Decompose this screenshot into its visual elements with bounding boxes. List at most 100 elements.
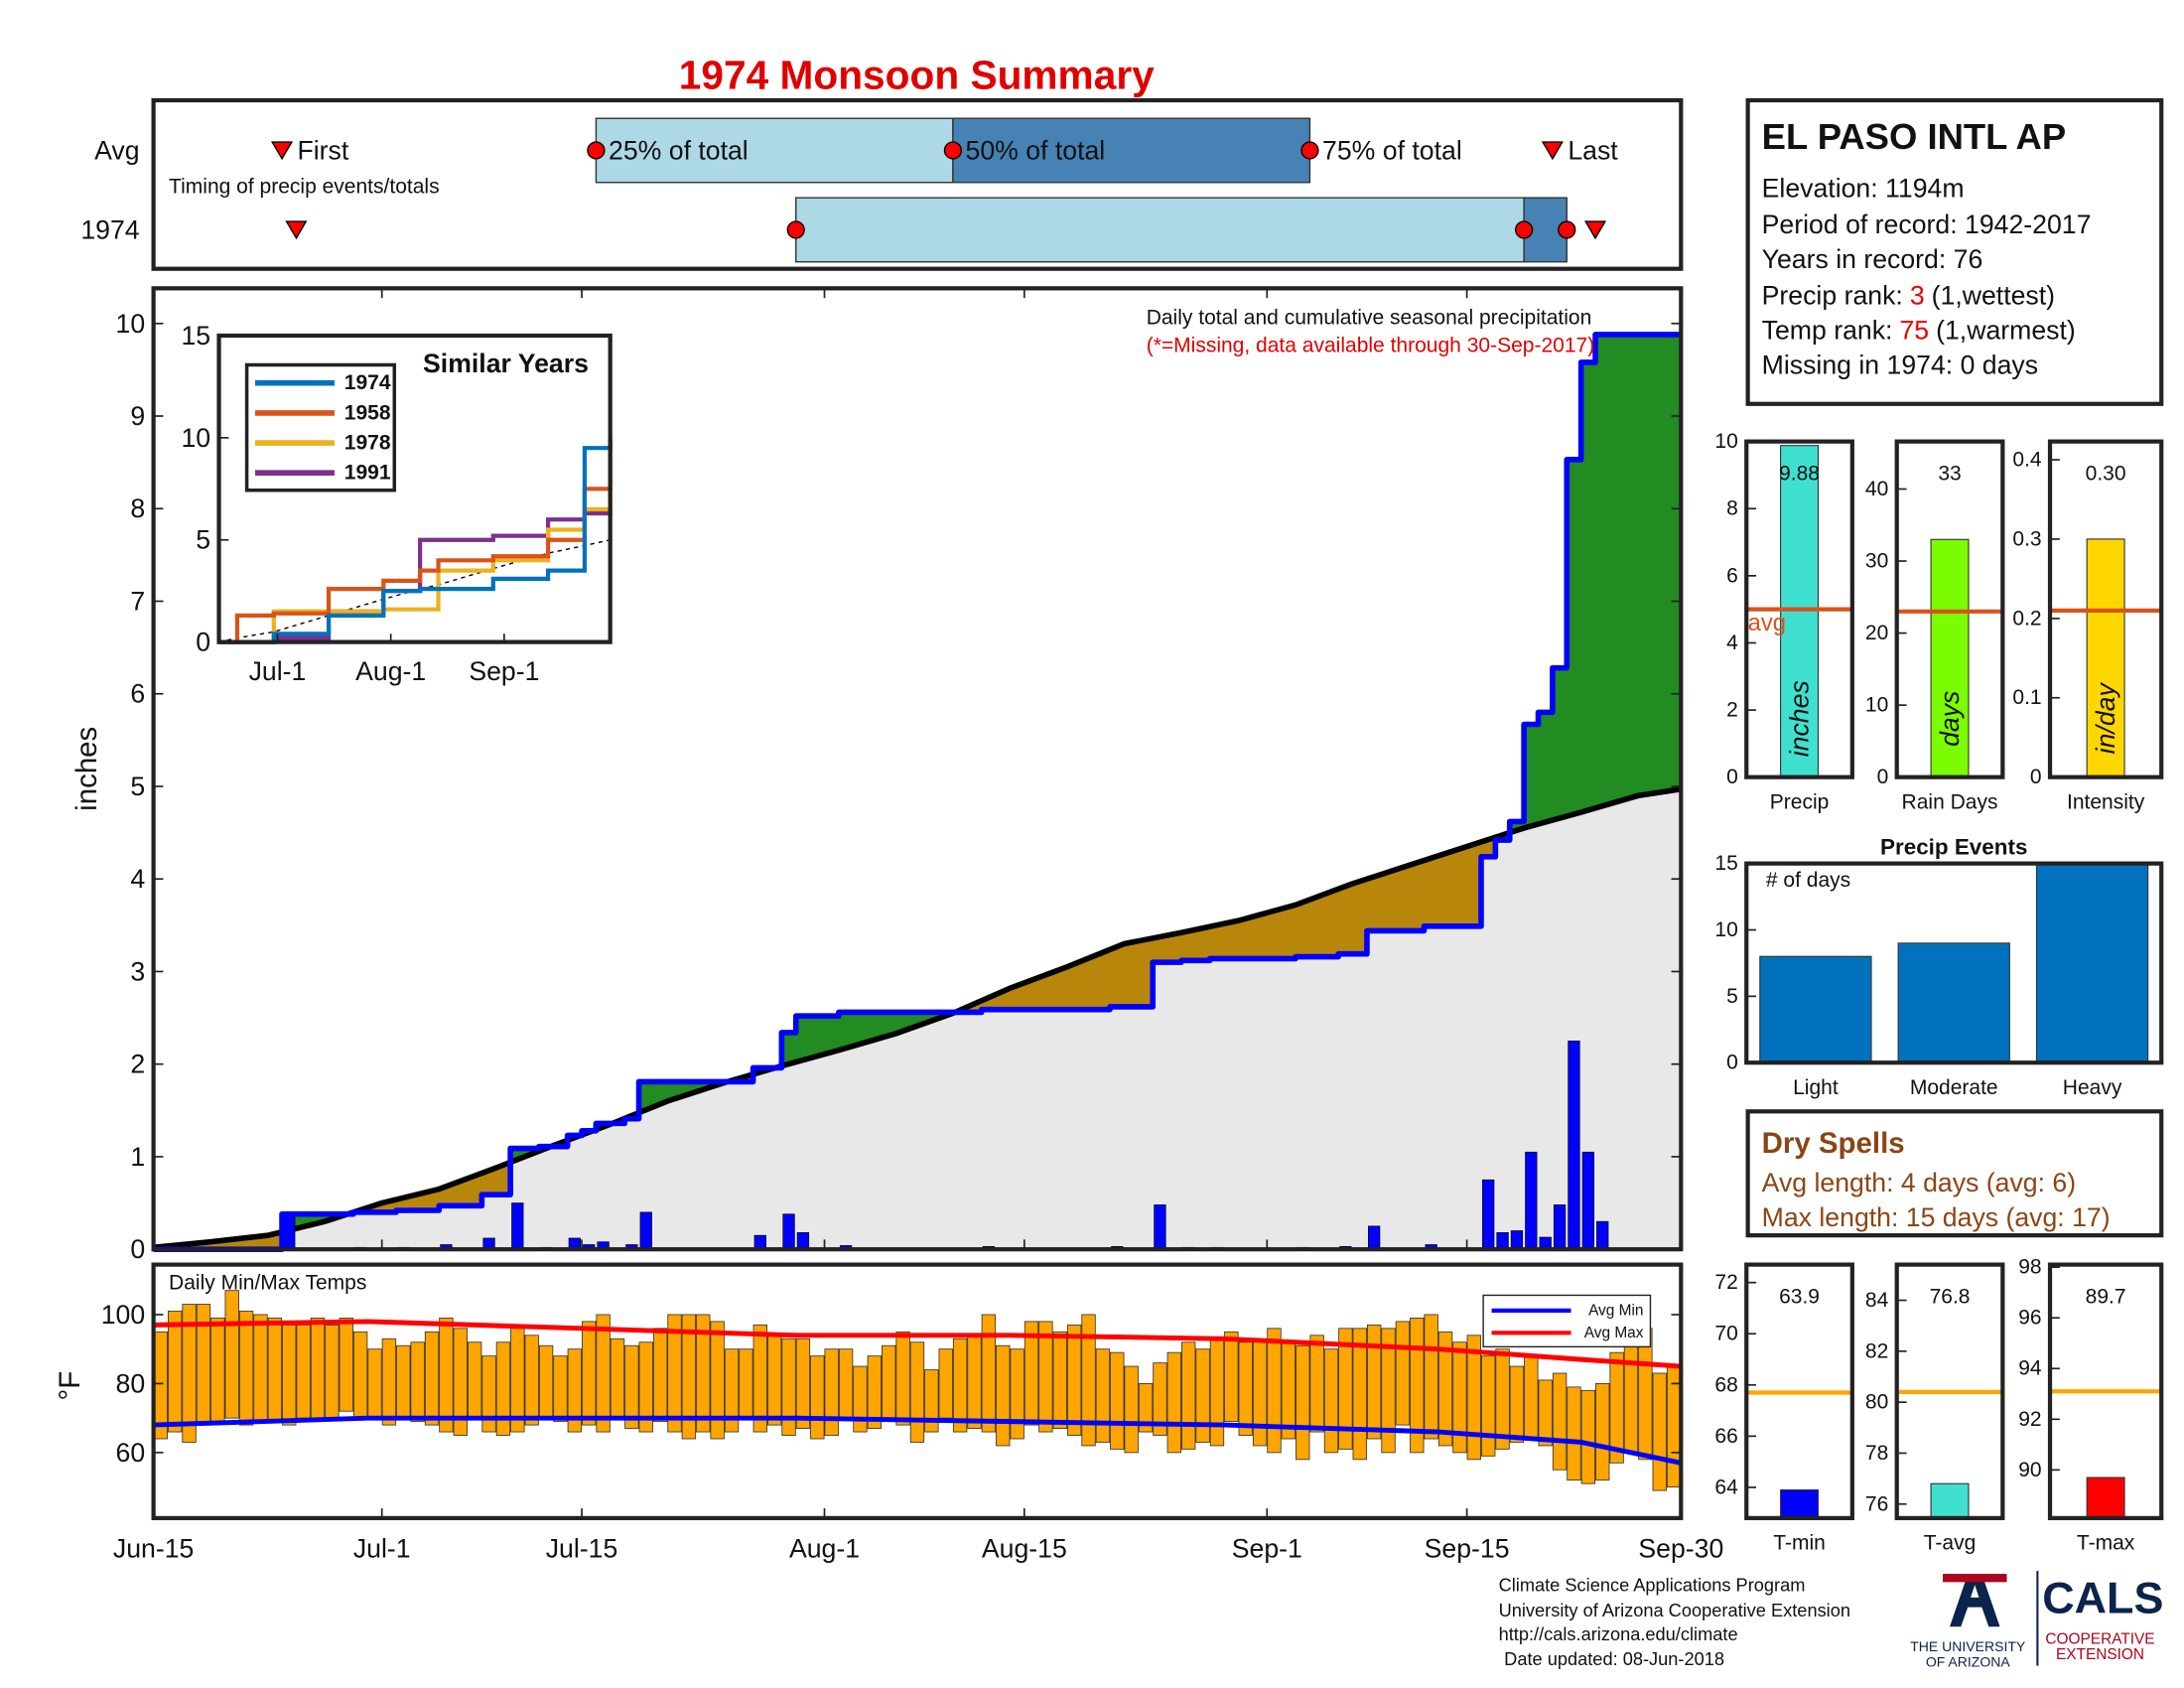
quantile-marker xyxy=(786,220,805,239)
temp-range-bar xyxy=(681,1314,697,1440)
logo: THE UNIVERSITY OF ARIZONA CALS COOPERATI… xyxy=(1910,1571,2163,1669)
temp-range-bar xyxy=(1110,1351,1125,1450)
y-tick-label: 15 xyxy=(181,321,210,351)
precip-frame xyxy=(151,286,1684,1252)
marker-label: 75% of total xyxy=(1322,135,1462,165)
y-tick-label: 80 xyxy=(1865,1391,1888,1414)
y-tick-label: 68 xyxy=(1714,1373,1737,1396)
event-marker xyxy=(271,141,294,161)
temp-range-bar xyxy=(453,1328,468,1436)
y-tick-label: 0 xyxy=(1877,766,1889,788)
temp-range-bar xyxy=(1209,1337,1225,1447)
temp-range-bar xyxy=(938,1348,953,1419)
temp-range-bar xyxy=(667,1314,682,1433)
bar xyxy=(1897,942,2010,1063)
inset-frame xyxy=(216,333,613,644)
temp-range-bar xyxy=(224,1290,239,1419)
temp-range-bar xyxy=(1066,1324,1082,1436)
footer-line: http://cals.arizona.edu/climate xyxy=(1499,1623,1738,1644)
quantile-marker xyxy=(1558,220,1576,239)
daily-bar xyxy=(511,1202,524,1250)
temp-range-bar xyxy=(352,1331,368,1419)
temp-range-bar xyxy=(1666,1365,1682,1488)
temp-range-bar xyxy=(952,1337,968,1433)
daily-bar xyxy=(1568,1041,1580,1250)
temp-range-bar xyxy=(781,1337,796,1436)
quantile-marker xyxy=(943,141,963,160)
temp-range-bar xyxy=(1338,1328,1353,1450)
unit-label: in/day xyxy=(2091,682,2120,755)
temp-range-bar xyxy=(1652,1372,1667,1491)
temp-range-bar xyxy=(1366,1324,1382,1440)
temp-range-bar xyxy=(495,1341,511,1436)
dry-spells-frame xyxy=(1745,1109,2164,1238)
avg-temp-line xyxy=(153,1319,1682,1369)
daily-bar xyxy=(782,1213,795,1250)
value-label: 0.30 xyxy=(2086,462,2126,485)
dry-spells-line: Max length: 15 days (avg: 17) xyxy=(1762,1202,2111,1232)
logo-text: COOPERATIVE xyxy=(2045,1630,2154,1647)
temp-range-bar xyxy=(1580,1389,1596,1484)
legend-label: 1958 xyxy=(344,401,391,424)
temp-range-bar xyxy=(1480,1355,1496,1457)
bar xyxy=(2086,538,2125,778)
temp-range-bar xyxy=(381,1337,397,1426)
temp-range-bar xyxy=(325,1324,340,1419)
y-tick-label: 78 xyxy=(1865,1442,1888,1465)
temp-range-bar xyxy=(467,1341,482,1419)
value-label: 89.7 xyxy=(2086,1285,2126,1308)
daily-bar xyxy=(639,1211,652,1250)
y-tick-label: 0.3 xyxy=(2012,527,2041,550)
y-tick-label: 20 xyxy=(1865,622,1888,644)
daily-bar xyxy=(1496,1232,1509,1250)
station-name: EL PASO INTL AP xyxy=(1762,116,2067,157)
value-label: 9.88 xyxy=(1779,462,1820,485)
temp-range-bar xyxy=(182,1304,197,1443)
logo-text: THE UNIVERSITY xyxy=(1910,1638,2026,1654)
quartile-box xyxy=(795,197,1525,263)
y-tick-label: 0 xyxy=(2030,766,2042,788)
y-tick-label: 4 xyxy=(1726,632,1738,654)
daily-bar xyxy=(796,1232,810,1250)
temp-range-bar xyxy=(1509,1365,1525,1443)
x-tick-label: Jun-15 xyxy=(113,1534,194,1564)
temp-range-bar xyxy=(439,1318,454,1433)
bar xyxy=(2035,863,2149,1063)
temp-range-bar xyxy=(924,1369,939,1433)
bar xyxy=(1780,1488,1820,1519)
y-tick-label: 70 xyxy=(1714,1323,1737,1345)
temp-range-bar xyxy=(1195,1348,1210,1443)
quantile-marker xyxy=(587,141,606,160)
daily-bar xyxy=(1154,1204,1166,1250)
temp-range-bar xyxy=(696,1314,711,1433)
logo-a xyxy=(1950,1573,2000,1627)
chart-title: 1974 Monsoon Summary xyxy=(679,53,1155,98)
y-tick-label: 0.4 xyxy=(2012,449,2042,472)
timeline-note: Timing of precip events/totals xyxy=(169,175,440,198)
y-tick-label: 8 xyxy=(1726,497,1738,520)
temp-range-bar xyxy=(1495,1348,1510,1450)
bar-frame xyxy=(1744,439,1854,779)
y-tick-label: 9 xyxy=(130,401,145,431)
daily-bar xyxy=(1525,1151,1538,1250)
y-tick-label: 0.1 xyxy=(2012,686,2041,709)
daily-bar xyxy=(1596,1220,1609,1250)
logo-text: OF ARIZONA xyxy=(1926,1653,2011,1669)
value-label: 63.9 xyxy=(1779,1285,1820,1308)
temp-range-bar xyxy=(824,1348,839,1436)
category-label: T-max xyxy=(2077,1532,2135,1555)
x-tick-label: Sep-30 xyxy=(1638,1534,1723,1564)
temp-range-bar xyxy=(652,1328,668,1423)
x-tick-label: Sep-1 xyxy=(1232,1534,1302,1564)
avg-temp-line xyxy=(153,1415,1682,1466)
legend-label: 1991 xyxy=(344,462,391,485)
category-label: Rain Days xyxy=(1902,790,1998,813)
y-tick-label: 5 xyxy=(130,772,145,801)
rank-line: Temp rank: 75 (1,warmest) xyxy=(1762,315,2076,345)
temp-range-bar xyxy=(481,1355,496,1433)
temp-range-bar xyxy=(1538,1379,1553,1447)
x-tick-label: Jul-1 xyxy=(249,656,307,686)
event-marker xyxy=(1541,141,1564,161)
y-tick-label: 8 xyxy=(130,493,145,523)
legend-box xyxy=(1482,1294,1652,1348)
